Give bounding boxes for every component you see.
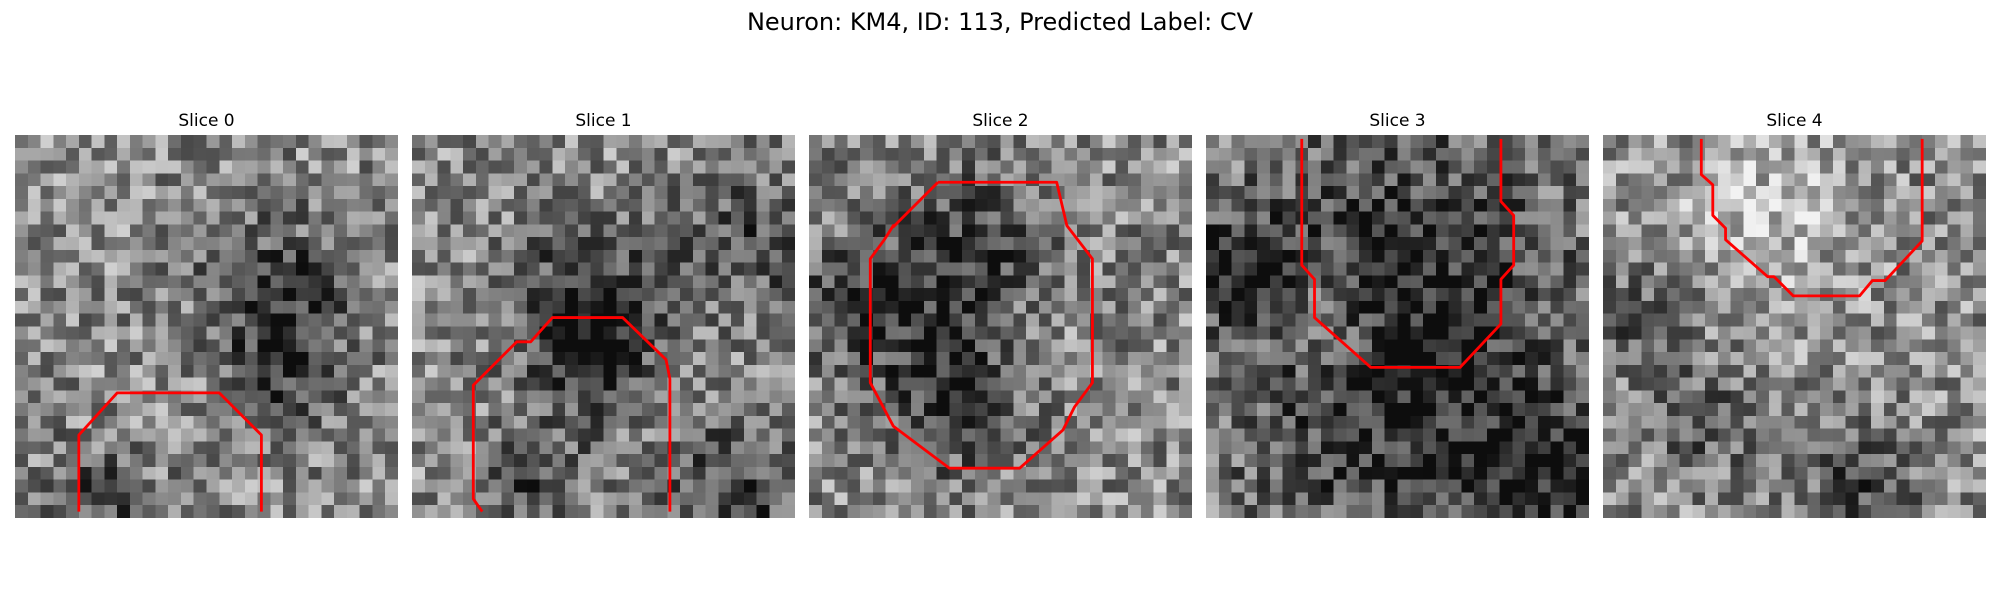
pixel-grid bbox=[1603, 135, 1986, 518]
slice-panel-3: Slice 3 bbox=[1206, 110, 1589, 518]
contour-line bbox=[1699, 138, 1924, 298]
pixel-grid bbox=[412, 135, 795, 518]
figure-title: Neuron: KM4, ID: 113, Predicted Label: C… bbox=[746, 8, 1254, 36]
contour-line bbox=[77, 391, 263, 512]
slice-image-4 bbox=[1603, 135, 1986, 518]
contour-line bbox=[1300, 138, 1516, 369]
slice-image-3 bbox=[1206, 135, 1589, 518]
pixel-grid bbox=[809, 135, 1192, 518]
slice-panel-2: Slice 2 bbox=[809, 110, 1192, 518]
slice-panel-1: Slice 1 bbox=[412, 110, 795, 518]
slice-title-2: Slice 2 bbox=[972, 111, 1029, 131]
contour-line bbox=[471, 316, 672, 513]
slice-title-4: Slice 4 bbox=[1766, 111, 1823, 131]
slice-image-1 bbox=[412, 135, 795, 518]
pixel-grid bbox=[15, 135, 398, 518]
slice-title-0: Slice 0 bbox=[178, 111, 235, 131]
slice-panel-4: Slice 4 bbox=[1603, 110, 1986, 518]
slice-title-3: Slice 3 bbox=[1369, 111, 1426, 131]
contour-line bbox=[868, 180, 1094, 470]
slice-title-1: Slice 1 bbox=[575, 111, 632, 131]
pixel-grid bbox=[1206, 135, 1589, 518]
slice-image-0 bbox=[15, 135, 398, 518]
slice-panel-0: Slice 0 bbox=[15, 110, 398, 518]
slice-image-2 bbox=[809, 135, 1192, 518]
